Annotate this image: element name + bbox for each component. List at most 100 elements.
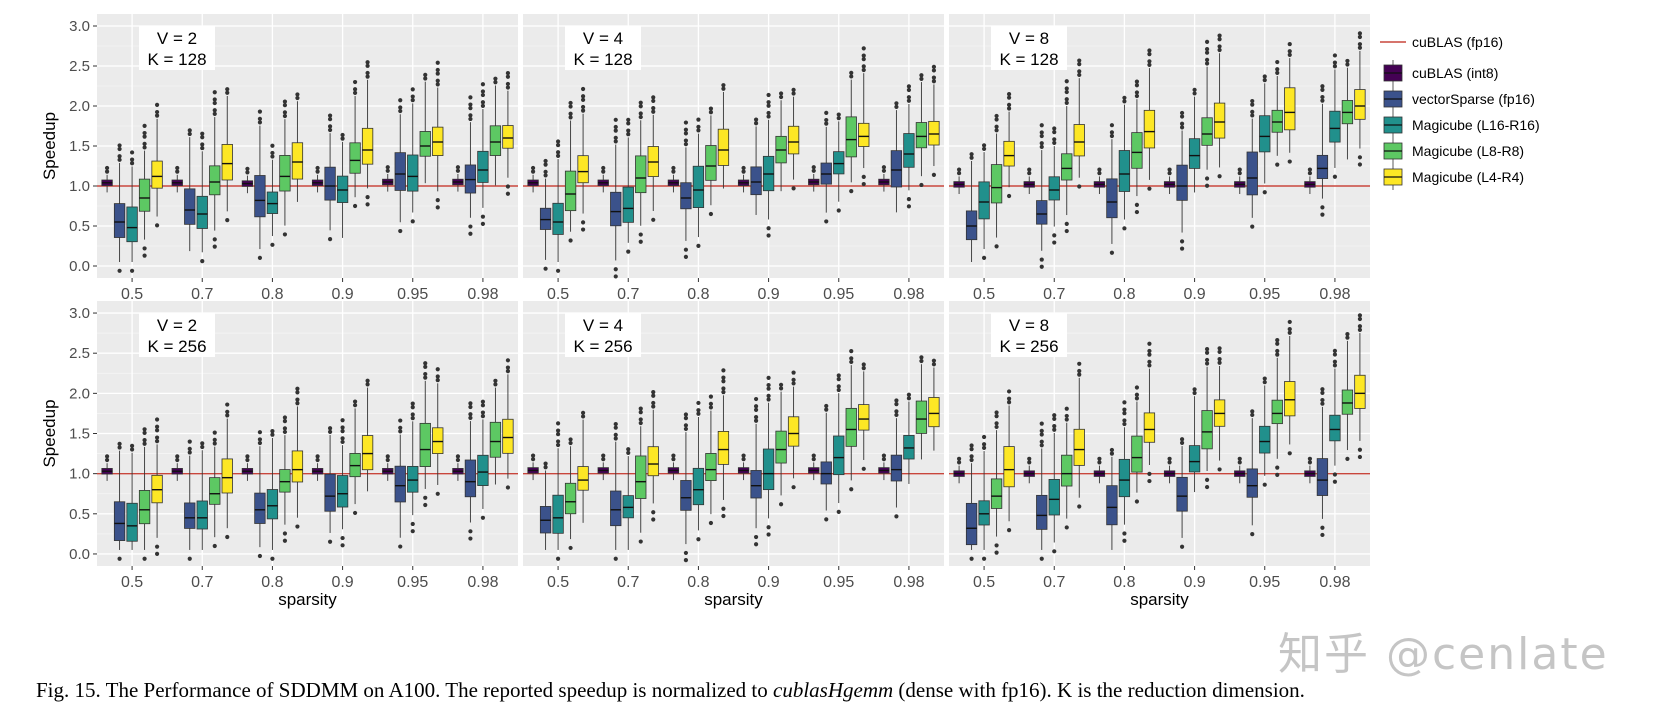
box-outlier [1179, 440, 1185, 445]
box-outlier [1122, 421, 1127, 427]
box-outlier [638, 104, 643, 109]
box-magicube-l8-r8- [1271, 399, 1283, 425]
box-outlier [365, 60, 370, 65]
box-outlier [1250, 409, 1255, 414]
x-tick-label: 0.8 [1113, 286, 1135, 303]
box-outlier [696, 117, 701, 122]
box-outlier [1307, 171, 1313, 176]
box-outlier [753, 542, 759, 547]
box-outlier [257, 116, 263, 121]
box-outlier [1134, 385, 1140, 390]
box-outlier [683, 423, 689, 428]
box-outlier [651, 390, 656, 395]
y-tick-label: 1.5 [69, 426, 90, 443]
box-outlier [906, 392, 912, 397]
box-outlier [791, 485, 796, 490]
box-outlier [1147, 348, 1152, 354]
x-tick-label: 0.7 [1043, 574, 1065, 591]
box-outlier [187, 131, 192, 137]
box-outlier [327, 429, 333, 434]
box-outlier [398, 228, 403, 234]
box-outlier [1147, 52, 1152, 57]
box-magicube-l8-r8- [1131, 435, 1143, 473]
x-tick-label: 0.98 [1319, 286, 1350, 303]
box-outlier [1109, 133, 1115, 139]
box-outlier [212, 97, 217, 102]
box-outlier [468, 529, 473, 534]
box-outlier [270, 150, 275, 156]
box-outlier [766, 92, 771, 98]
box-outlier [480, 100, 486, 105]
box-outlier [881, 457, 887, 462]
box-outlier [142, 438, 147, 443]
box-outlier [154, 102, 160, 107]
box-outlier [638, 114, 643, 120]
box-outlier [766, 100, 771, 105]
box-outlier [766, 110, 771, 116]
box-outlier [1134, 83, 1140, 88]
box-outlier [1204, 347, 1210, 352]
box-magicube-l4-r4- [787, 416, 800, 447]
box-outlier [225, 90, 230, 95]
box-outlier [638, 417, 643, 422]
box-outlier [1275, 472, 1280, 477]
box-outlier [480, 403, 486, 408]
box-outlier [187, 128, 192, 133]
box-outlier [626, 121, 631, 126]
box-outlier [365, 70, 370, 76]
box-outlier [766, 114, 771, 119]
box-outlier [340, 439, 345, 445]
box-magicube-l8-r8- [990, 164, 1003, 204]
y-tick-label: 1.0 [69, 466, 90, 483]
box-outlier [1077, 361, 1082, 366]
box-vectorsparse-fp16- [1246, 151, 1258, 196]
box-outlier [683, 415, 689, 421]
box-outlier [1287, 451, 1292, 456]
box-outlier [861, 53, 866, 58]
y-tick-label: 2.5 [69, 345, 90, 362]
box-outlier [766, 226, 771, 231]
box-outlier [340, 136, 345, 141]
box-outlier [824, 403, 829, 409]
box-outlier [257, 553, 263, 559]
box-outlier [894, 402, 899, 407]
box-outlier [1357, 34, 1363, 40]
box-outlier [683, 550, 689, 556]
box-outlier [365, 378, 370, 383]
x-tick-label: 0.95 [397, 574, 428, 591]
box-outlier [601, 457, 606, 462]
box-outlier [187, 450, 192, 455]
box-outlier [423, 502, 428, 508]
box-outlier [766, 532, 771, 537]
box-outlier [257, 440, 263, 446]
x-tick-label: 0.7 [1043, 286, 1065, 303]
box-outlier [270, 428, 275, 434]
x-tick-label: 0.5 [547, 574, 569, 591]
box-outlier [1077, 72, 1082, 78]
box-outlier [1006, 527, 1012, 533]
box-outlier [1039, 428, 1044, 433]
box-outlier [282, 103, 288, 108]
box-outlier [468, 231, 473, 236]
box-magicube-l8-r8- [1061, 153, 1073, 181]
box-outlier [671, 457, 676, 462]
box-vectorsparse-fp16- [1106, 485, 1118, 526]
box-outlier [651, 510, 656, 515]
box-vectorsparse-fp16- [680, 480, 692, 511]
box-outlier [1307, 167, 1313, 172]
box-outlier [398, 98, 403, 103]
box-outlier [398, 544, 403, 549]
box-magicube-l16-r16- [692, 165, 705, 208]
box-outlier [1287, 159, 1292, 164]
box-outlier [651, 393, 656, 398]
box-outlier [1250, 113, 1255, 118]
box-magicube-l4-r4- [151, 160, 163, 189]
x-tick-label: 0.95 [397, 286, 428, 303]
box-magicube-l4-r4- [291, 142, 304, 180]
box-outlier [638, 406, 643, 411]
box-vectorsparse-fp16- [539, 207, 552, 230]
box-outlier [1204, 61, 1210, 66]
box-outlier [117, 157, 122, 162]
box-magicube-l4-r4- [1003, 140, 1015, 167]
box-outlier [225, 413, 230, 418]
